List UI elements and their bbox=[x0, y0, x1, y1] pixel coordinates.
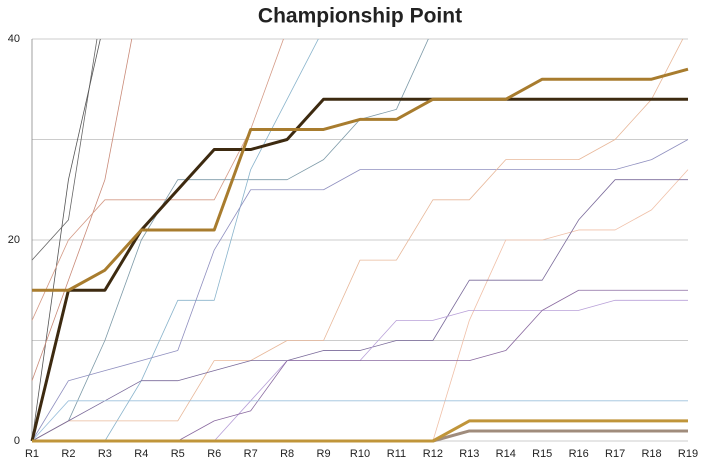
series-line bbox=[32, 39, 319, 442]
x-tick-label: R8 bbox=[280, 448, 294, 460]
x-tick-label: R6 bbox=[207, 448, 221, 460]
x-tick-label: R1 bbox=[25, 448, 39, 460]
x-tick-label: R2 bbox=[61, 448, 75, 460]
x-tick-label: R18 bbox=[641, 448, 661, 460]
series-line bbox=[31, 139, 689, 442]
series-line bbox=[31, 39, 101, 442]
y-tick-label: 0 bbox=[14, 435, 20, 447]
series-line bbox=[31, 39, 98, 261]
x-tick-label: R13 bbox=[459, 448, 479, 460]
x-tick-label: R16 bbox=[569, 448, 589, 460]
series-line bbox=[32, 429, 688, 443]
x-tick-label: R9 bbox=[317, 448, 331, 460]
x-tick-label: R3 bbox=[98, 448, 112, 460]
x-tick-label: R11 bbox=[387, 448, 406, 460]
series-line bbox=[32, 289, 688, 442]
x-tick-label: R7 bbox=[244, 448, 258, 460]
x-tick-label: R19 bbox=[678, 448, 698, 460]
chart-title: Championship Point bbox=[258, 5, 462, 28]
x-tick-label: R5 bbox=[171, 448, 185, 460]
y-tick-label: 20 bbox=[8, 234, 20, 246]
series-line bbox=[31, 39, 284, 321]
x-tick-label: R10 bbox=[350, 448, 370, 460]
x-tick-label: R14 bbox=[496, 448, 516, 460]
x-tick-label: R4 bbox=[134, 448, 148, 460]
x-tick-label: R15 bbox=[532, 448, 552, 460]
series-line bbox=[31, 179, 688, 442]
series-line bbox=[32, 169, 689, 442]
series-line bbox=[31, 39, 133, 381]
series-line bbox=[31, 39, 684, 442]
series-line bbox=[32, 419, 688, 443]
y-tick-label: 40 bbox=[8, 33, 20, 45]
series-line bbox=[32, 67, 689, 292]
series-line bbox=[31, 400, 688, 442]
lines bbox=[30, 39, 689, 443]
x-tick-label: R12 bbox=[423, 448, 443, 460]
x-tick-label: R17 bbox=[605, 448, 625, 460]
